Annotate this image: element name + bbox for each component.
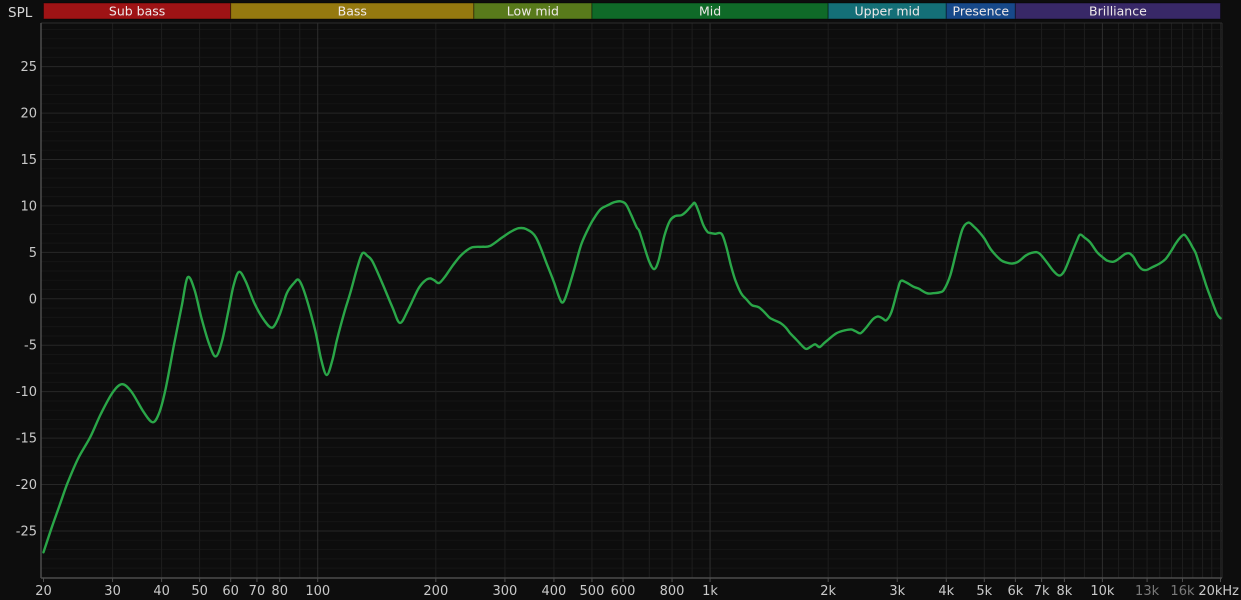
axes [40,23,1222,582]
x-tick-label: 80 [271,584,288,599]
y-tick-label: 5 [29,246,37,261]
y-tick-label: -10 [16,385,37,400]
y-tick-label: 20 [20,107,37,122]
band-label-brilliance: Brilliance [1089,4,1147,19]
x-tick-label: 20 [35,584,52,599]
x-tick-label: 500 [580,584,605,599]
y-tick-label: -20 [16,478,37,493]
grid [41,22,1223,578]
x-tick-label: 800 [660,584,685,599]
x-tick-label: 30 [104,584,121,599]
band-brilliance [1014,2,1221,20]
spl-axis-label: SPL [8,5,33,21]
x-tick-label: 300 [493,584,518,599]
x-tick-label: 100 [305,584,330,599]
band-label-bass: Bass [338,4,367,19]
x-tick-label: 3k [889,584,905,599]
x-tick-label: 7k [1034,584,1050,599]
x-tick-label: 70 [249,584,266,599]
y-tick-label: 25 [20,60,37,75]
band-label-sub-bass: Sub bass [109,4,165,19]
band-label-presence: Presence [953,4,1010,19]
x-tick-label: 16k [1170,584,1195,599]
x-tick-label: 400 [542,584,567,599]
x-tick-label: 50 [191,584,208,599]
x-tick-label: 600 [611,584,636,599]
response-curve [42,200,1222,554]
band-upper-mid [827,2,947,20]
band-label-mid: Mid [699,4,721,19]
x-tick-label: 4k [938,584,954,599]
y-tick-label: -5 [24,339,37,354]
x-tick-label: 200 [423,584,448,599]
x-tick-label: 20kHz [1198,584,1239,599]
x-tick-label: 60 [222,584,239,599]
x-tick-label: 40 [153,584,170,599]
y-tick-label: -15 [16,432,37,447]
spl-response-line [42,200,1222,554]
x-tick-label: 13k [1135,584,1160,599]
band-label-low-mid: Low mid [507,4,559,19]
x-tick-label: 8k [1056,584,1072,599]
y-tick-label: -25 [16,524,37,539]
x-tick-label: 5k [976,584,992,599]
y-tick-label: 0 [29,292,37,307]
y-tick-label: 15 [20,153,37,168]
x-tick-label: 6k [1007,584,1023,599]
y-tick-label: 10 [20,199,37,214]
x-tick-label: 2k [820,584,836,599]
x-tick-label: 10k [1090,584,1115,599]
frequency-band-bar: Sub bass Bass Low mid Mid Upper mid Presence B… [43,2,1221,20]
x-tick-label: 1k [702,584,718,599]
band-label-upper-mid: Upper mid [855,4,920,19]
